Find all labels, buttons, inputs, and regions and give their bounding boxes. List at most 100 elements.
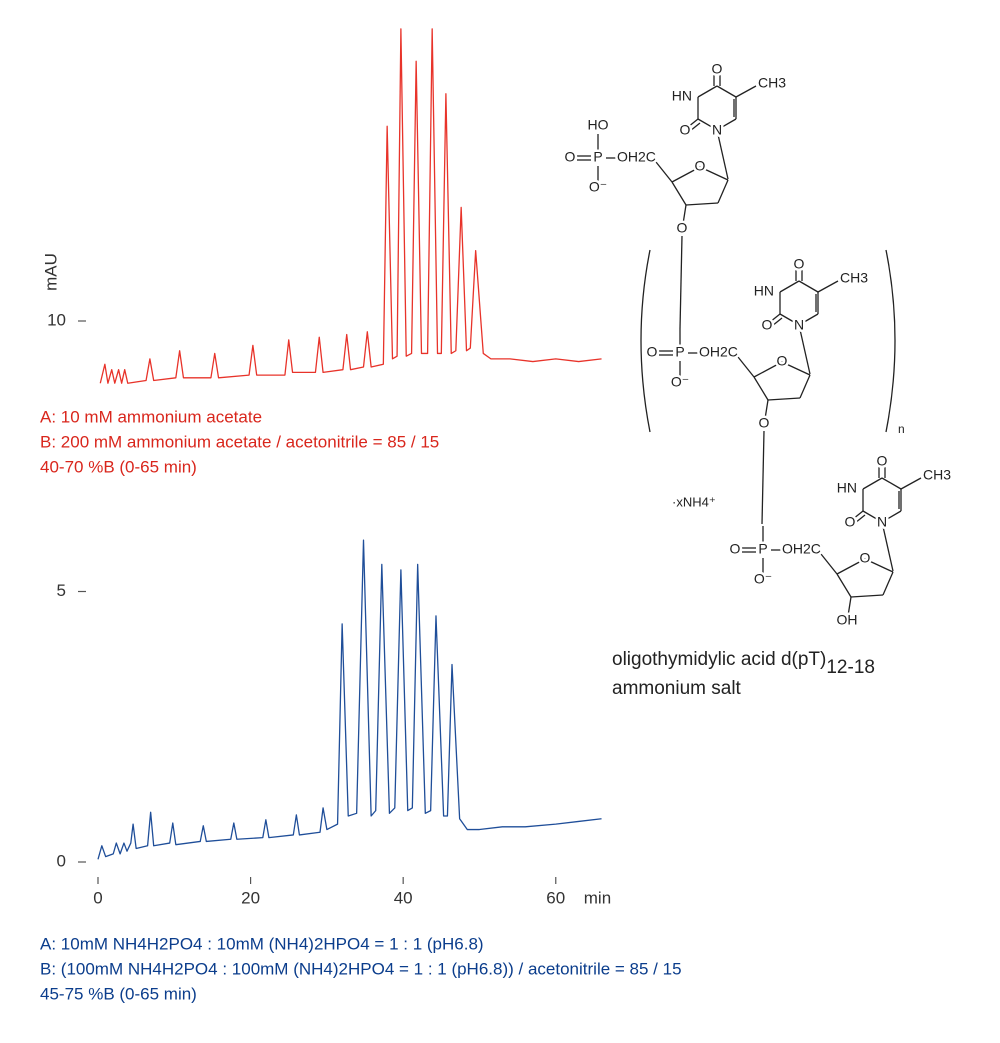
bond xyxy=(881,510,902,523)
atom-label: O xyxy=(877,453,888,469)
bond xyxy=(820,553,838,575)
x-tick-label: 20 xyxy=(241,888,260,907)
bond xyxy=(836,558,866,575)
atom-label: OH2C xyxy=(617,149,656,165)
bond xyxy=(761,430,765,525)
bond xyxy=(781,361,811,376)
atom-label: O xyxy=(794,256,805,272)
atom-label: O⁻ xyxy=(754,571,772,587)
bond xyxy=(798,324,811,375)
condition-text: B: 200 mM ammonium acetate / acetonitril… xyxy=(40,432,439,451)
atom-label: O xyxy=(860,550,871,566)
bond xyxy=(737,356,755,378)
bond xyxy=(716,129,729,180)
bond xyxy=(850,594,884,598)
bond xyxy=(699,166,729,181)
trace xyxy=(99,28,602,384)
atom-label: O xyxy=(759,415,770,431)
atom-label: OH2C xyxy=(782,541,821,557)
atom-label: OH2C xyxy=(699,344,738,360)
bond xyxy=(854,514,866,524)
repeat-label: n xyxy=(898,422,905,436)
caption-text: oligothymidylic acid d(pT) xyxy=(612,649,826,670)
bond xyxy=(697,118,718,131)
atom-label: P xyxy=(758,541,767,557)
atom-label: HN xyxy=(754,283,774,299)
bond xyxy=(687,118,699,128)
atom-label: HN xyxy=(672,88,692,104)
bond xyxy=(689,122,701,132)
y-axis-label: mAU xyxy=(41,253,60,291)
atom-label: O xyxy=(647,344,658,360)
bond xyxy=(852,510,864,520)
condition-text: A: 10mM NH4H2PO4 : 10mM (NH4)2HPO4 = 1 :… xyxy=(40,934,484,953)
atom-label: P xyxy=(675,344,684,360)
caption-subscript: 12-18 xyxy=(826,657,875,678)
bond xyxy=(817,280,839,293)
bond xyxy=(882,571,894,596)
condition-text: B: (100mM NH4H2PO4 : 100mM (NH4)2HPO4 = … xyxy=(40,959,682,978)
caption: oligothymidylic acid d(pT)12-18 xyxy=(612,649,875,678)
bond xyxy=(881,521,894,572)
bond xyxy=(753,361,783,378)
bond xyxy=(697,85,718,98)
atom-label: O xyxy=(712,61,723,77)
atom-label: CH3 xyxy=(758,75,786,91)
bond xyxy=(862,510,883,523)
atom-label: N xyxy=(877,514,887,530)
bond xyxy=(798,280,819,293)
atom-label: O xyxy=(762,317,773,333)
x-tick-label: 60 xyxy=(546,888,565,907)
bond xyxy=(735,85,757,98)
atom-label: O xyxy=(777,353,788,369)
bond xyxy=(900,477,922,490)
bond xyxy=(682,204,687,225)
atom-label: O⁻ xyxy=(671,374,689,390)
atom-label: O xyxy=(680,122,691,138)
x-tick-label: 0 xyxy=(93,888,102,907)
bond xyxy=(881,477,902,490)
bond xyxy=(753,376,769,401)
condition-text: 40-70 %B (0-65 min) xyxy=(40,457,197,476)
atom-label: HO xyxy=(588,117,609,133)
atom-label: O xyxy=(695,158,706,174)
bond xyxy=(771,317,783,327)
bond xyxy=(847,596,852,617)
atom-label: HN xyxy=(837,480,857,496)
bond xyxy=(679,235,683,330)
bond xyxy=(836,573,852,598)
bond xyxy=(671,181,687,206)
atom-label: P xyxy=(593,149,602,165)
bond xyxy=(671,166,701,183)
atom-label: OH xyxy=(837,612,858,628)
bond xyxy=(764,399,769,420)
bond xyxy=(779,313,800,326)
condition-text: A: 10 mM ammonium acetate xyxy=(40,407,262,426)
atom-label: N xyxy=(712,122,722,138)
chromatogram: 0 5 10 0 20 40 60 min mAU A: 10 mM ammonium aceta… xyxy=(40,28,682,1003)
atom-label: O xyxy=(845,514,856,530)
bond xyxy=(798,313,819,326)
atom-label: O xyxy=(730,541,741,557)
trace xyxy=(97,539,602,860)
x-tick-label: 40 xyxy=(394,888,413,907)
structure: n ·xNH4⁺ oligothymidylic acid d(pT)12-18… xyxy=(562,58,954,699)
atom-label: N xyxy=(794,317,804,333)
bond xyxy=(716,85,737,98)
bond xyxy=(799,374,811,399)
condition-text: 45-75 %B (0-65 min) xyxy=(40,984,197,1003)
bond xyxy=(767,397,801,401)
bracket xyxy=(640,249,651,433)
caption-line: ammonium salt xyxy=(612,678,742,699)
bond xyxy=(769,313,781,323)
bond xyxy=(717,179,729,204)
y-tick-label: 5 xyxy=(57,581,66,600)
bond xyxy=(685,202,719,206)
bond xyxy=(864,558,894,573)
bond xyxy=(779,280,800,293)
bond xyxy=(716,118,737,131)
y-tick-label: 0 xyxy=(57,851,66,870)
x-axis-label: min xyxy=(584,888,611,907)
atom-label: CH3 xyxy=(923,467,951,483)
